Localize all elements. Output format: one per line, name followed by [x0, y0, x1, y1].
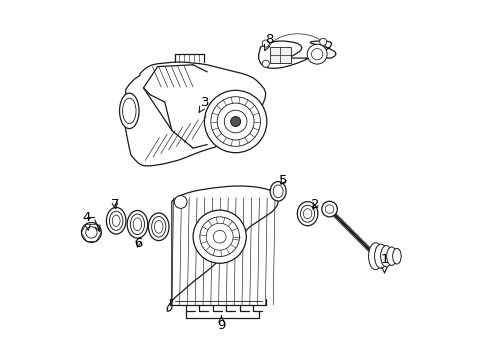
Ellipse shape — [106, 207, 126, 234]
Circle shape — [230, 117, 240, 126]
Ellipse shape — [119, 93, 139, 129]
Text: 7: 7 — [111, 198, 119, 211]
Ellipse shape — [127, 211, 147, 238]
Ellipse shape — [386, 247, 396, 265]
Text: 6: 6 — [134, 237, 142, 250]
Polygon shape — [258, 41, 335, 68]
Ellipse shape — [368, 243, 382, 270]
Ellipse shape — [374, 244, 386, 268]
Circle shape — [193, 210, 246, 263]
Ellipse shape — [380, 246, 391, 267]
Ellipse shape — [297, 202, 317, 226]
Ellipse shape — [122, 98, 136, 123]
Text: 1: 1 — [380, 253, 388, 273]
Ellipse shape — [392, 248, 400, 264]
Polygon shape — [124, 62, 265, 166]
Text: 3: 3 — [199, 95, 209, 112]
Text: 9: 9 — [217, 316, 225, 332]
Circle shape — [306, 44, 326, 64]
Ellipse shape — [270, 181, 285, 201]
Polygon shape — [167, 186, 278, 311]
Text: 4: 4 — [82, 211, 91, 230]
Ellipse shape — [148, 213, 169, 240]
Circle shape — [204, 90, 266, 153]
Circle shape — [319, 38, 326, 45]
Circle shape — [81, 222, 101, 242]
Circle shape — [262, 40, 269, 47]
Text: 2: 2 — [310, 198, 319, 211]
Text: 8: 8 — [264, 33, 273, 50]
Polygon shape — [269, 47, 290, 63]
Circle shape — [262, 60, 269, 67]
Circle shape — [174, 195, 187, 208]
Text: 5: 5 — [279, 174, 287, 186]
Circle shape — [321, 201, 337, 217]
